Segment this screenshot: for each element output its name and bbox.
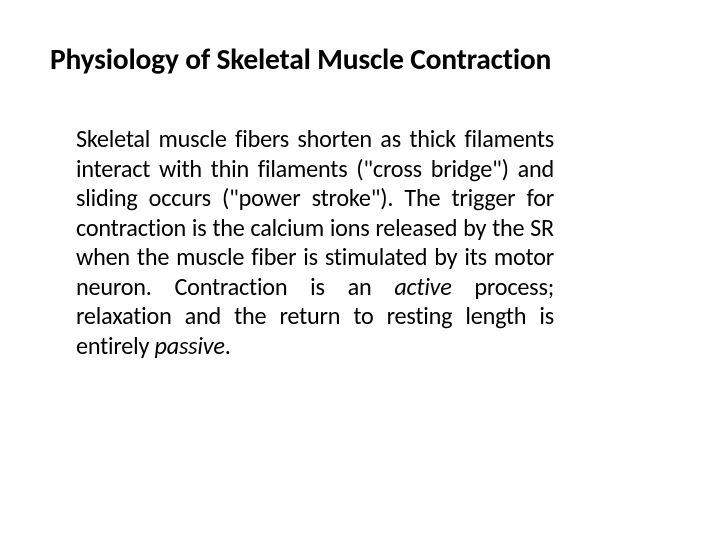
- slide-container: Physiology of Skeletal Muscle Contractio…: [0, 0, 720, 540]
- slide-title: Physiology of Skeletal Muscle Contractio…: [50, 42, 670, 77]
- body-emphasis-passive: passive: [155, 332, 225, 361]
- slide-body-paragraph: Skeletal muscle fibers shorten as thick …: [50, 125, 670, 361]
- body-emphasis-active: active: [394, 273, 451, 302]
- body-part-4: .: [225, 332, 231, 361]
